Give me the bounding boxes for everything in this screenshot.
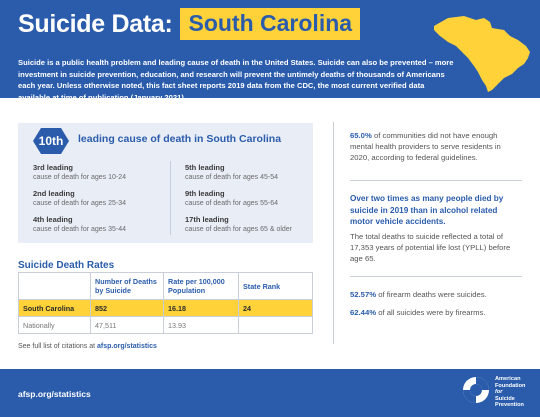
leading-cause-card: 10th leading cause of death in South Car… <box>18 123 313 243</box>
footer-url-link[interactable]: afsp.org/statistics <box>18 389 91 399</box>
fact-text: of all suicides were by firearms. <box>376 308 486 317</box>
table-cell: 16.18 <box>163 299 239 317</box>
state-name-highlight: South Carolina <box>180 8 361 40</box>
table-cell <box>238 316 313 334</box>
leading-cause-label: leading cause of death in South Carolina <box>78 133 282 145</box>
fact-suicides-by-firearm: 62.44% of all suicides were by firearms. <box>350 307 522 318</box>
rank-desc: cause of death for ages 10-24 <box>33 174 127 181</box>
table-header-row: Number of Deaths by Suicide Rate per 100… <box>18 272 313 300</box>
column-header: Rate per 100,000 Population <box>163 272 239 300</box>
rank-title: 5th leading <box>185 163 225 172</box>
page-title: Suicide Data: South Carolina <box>18 8 361 40</box>
table-cell: 852 <box>90 299 164 317</box>
column-header: Number of Deaths by Suicide <box>90 272 164 300</box>
table-cell: 13.93 <box>163 316 239 334</box>
list-item: 9th leading cause of death for ages 55-6… <box>185 189 292 215</box>
logo-line: American <box>495 376 521 382</box>
rank-desc: cause of death for ages 35-44 <box>33 226 127 233</box>
table-cell: South Carolina <box>18 299 91 317</box>
logo-line: Suicide <box>495 395 515 402</box>
rank-title: 9th leading <box>185 189 225 198</box>
rates-table-title: Suicide Death Rates <box>18 260 115 271</box>
rank-desc: cause of death for ages 65 & older <box>185 226 293 233</box>
list-item: 2nd leading cause of death for ages 25-3… <box>33 189 126 215</box>
rank-title: 3rd leading <box>33 163 74 172</box>
footer-banner: afsp.org/statistics American Foundation … <box>0 369 540 417</box>
table-cell: Nationally <box>18 316 91 334</box>
rank-title: 17th leading <box>185 215 229 224</box>
table-cell: 24 <box>238 299 313 317</box>
fact-mental-health-providers: 65.0% of communities did not have enough… <box>350 130 522 163</box>
list-item: 5th leading cause of death for ages 45-5… <box>185 163 292 189</box>
column-divider <box>170 161 171 235</box>
column-header <box>18 272 91 300</box>
citation-note: See full list of citations at afsp.org/s… <box>18 343 157 350</box>
logo-line: for <box>495 389 503 396</box>
badge-shape-icon <box>33 128 69 154</box>
rank-desc: cause of death for ages 45-54 <box>185 174 279 181</box>
fact-divider <box>350 276 522 277</box>
vertical-divider <box>333 122 334 344</box>
fact-motor-vehicle-comparison: Over two times as many people died by su… <box>350 194 504 226</box>
rank-badge: 10th <box>33 128 69 154</box>
list-item: 4th leading cause of death for ages 35-4… <box>33 215 126 241</box>
logo-line: Foundation <box>495 382 526 389</box>
fact-text: of communities did not have enough menta… <box>350 131 501 162</box>
fact-value: 65.0% <box>350 131 372 140</box>
table-row: South Carolina 852 16.18 24 <box>18 299 313 317</box>
rank-title: 2nd leading <box>33 189 75 198</box>
rank-title: 4th leading <box>33 215 73 224</box>
column-header: State Rank <box>238 272 313 300</box>
afsp-logo-text: American Foundation for Suicide Preventi… <box>495 376 539 409</box>
intro-paragraph: Suicide is a public health problem and l… <box>18 58 454 102</box>
rank-desc: cause of death for ages 25-34 <box>33 200 127 207</box>
citation-link[interactable]: afsp.org/statistics <box>97 343 157 350</box>
fact-ypll: The total deaths to suicide reflected a … <box>350 232 511 263</box>
citation-prefix: See full list of citations at <box>18 343 96 350</box>
title-text: Suicide Data: <box>18 9 173 38</box>
suicide-death-rates-table: Number of Deaths by Suicide Rate per 100… <box>18 272 313 334</box>
fact-firearm-deaths: 52.57% of firearm deaths were suicides. <box>350 289 522 300</box>
list-item: 3rd leading cause of death for ages 10-2… <box>33 163 126 189</box>
age-rank-list-left: 3rd leading cause of death for ages 10-2… <box>33 163 126 241</box>
rank-badge-text: 10th <box>38 134 64 148</box>
fact-text: of firearm deaths were suicides. <box>376 290 487 299</box>
table-row: Nationally 47,511 13.93 <box>18 316 313 334</box>
list-item: 17th leading cause of death for ages 65 … <box>185 215 292 241</box>
table-cell: 47,511 <box>90 316 164 334</box>
south-carolina-map-icon <box>434 16 530 92</box>
fact-value: 62.44% <box>350 308 377 317</box>
age-rank-list-right: 5th leading cause of death for ages 45-5… <box>185 163 292 241</box>
header-banner: Suicide Data: South Carolina Suicide is … <box>0 0 540 102</box>
logo-line: Prevention <box>495 402 524 409</box>
rank-desc: cause of death for ages 55-64 <box>185 200 279 207</box>
fact-value: 52.57% <box>350 290 377 299</box>
fact-divider <box>350 180 522 181</box>
life-ring-logo-icon <box>463 377 489 403</box>
